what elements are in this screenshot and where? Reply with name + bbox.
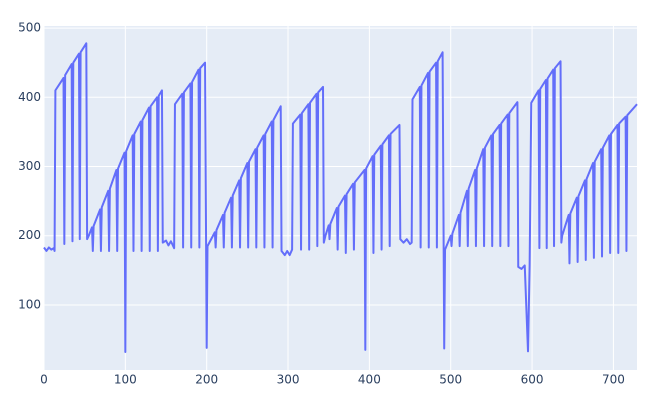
y-tick-label: 400 (18, 90, 41, 104)
x-tick-label: 500 (439, 373, 462, 387)
x-tick-label: 0 (40, 373, 48, 387)
line-series (43, 42, 638, 353)
x-tick-label: 600 (521, 373, 544, 387)
x-tick-label: 700 (602, 373, 625, 387)
x-tick-label: 300 (277, 373, 300, 387)
y-tick-label: 300 (18, 159, 41, 173)
x-tick-label: 200 (195, 373, 218, 387)
x-tick-label: 400 (358, 373, 381, 387)
y-tick-label: 100 (18, 297, 41, 311)
y-tick-label: 200 (18, 228, 41, 242)
x-tick-label: 100 (114, 373, 137, 387)
y-tick-label: 500 (18, 21, 41, 35)
